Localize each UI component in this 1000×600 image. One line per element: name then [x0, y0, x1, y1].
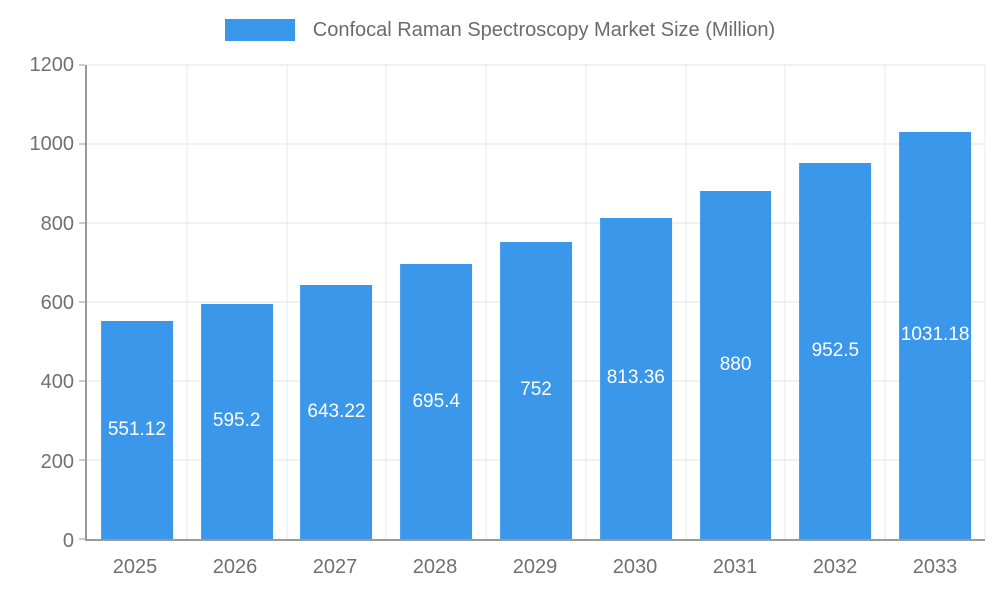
bar-slot: 695.4 [386, 65, 486, 539]
v-gridline [286, 65, 288, 539]
bar-2033[interactable]: 1031.18 [899, 131, 972, 539]
x-axis-label: 2031 [712, 556, 758, 578]
bar-slot: 813.36 [586, 65, 686, 539]
bar-2032[interactable]: 952.5 [799, 162, 872, 539]
x-axis-label: 2027 [312, 556, 358, 578]
bar-value-label: 551.12 [107, 419, 166, 441]
y-tick-label: 1000 [29, 133, 75, 156]
y-tick-mark [79, 143, 85, 145]
h-gridline [87, 222, 985, 224]
v-gridline [984, 65, 986, 539]
v-gridline [485, 65, 487, 539]
x-axis-label: 2030 [612, 556, 658, 578]
bar-2031[interactable]: 880 [699, 191, 772, 539]
chart-title: Confocal Raman Spectroscopy Market Size … [312, 18, 776, 41]
x-axis-label: 2032 [812, 556, 858, 578]
y-tick-label: 200 [40, 450, 74, 473]
v-gridline [784, 65, 786, 539]
bar-slot: 880 [686, 65, 786, 539]
y-tick-mark [79, 380, 85, 382]
h-gridline [87, 64, 985, 66]
bar-2025[interactable]: 551.12 [100, 321, 173, 539]
bar-slot: 595.2 [187, 65, 287, 539]
bar-2028[interactable]: 695.4 [400, 264, 473, 539]
v-gridline [385, 65, 387, 539]
bar-slot: 752 [486, 65, 586, 539]
bar-2030[interactable]: 813.36 [599, 217, 672, 539]
bar-slot: 952.5 [785, 65, 885, 539]
x-axis-label: 2028 [412, 556, 458, 578]
chart-legend[interactable]: Confocal Raman Spectroscopy Market Size … [0, 15, 1000, 45]
bar-value-label: 643.22 [307, 400, 366, 422]
plot-area: 551.12 595.2 643.22 695.4 752 813.36 880 952.5 1… [79, 64, 986, 541]
legend-swatch-icon [224, 19, 295, 41]
y-tick-mark [79, 459, 85, 461]
bar-value-label: 595.2 [212, 410, 261, 432]
x-axis-label: 2033 [912, 556, 958, 578]
y-tick-label: 0 [62, 530, 74, 552]
bars-container: 551.12 595.2 643.22 695.4 752 813.36 880 952.5 1… [87, 65, 985, 539]
bar-2027[interactable]: 643.22 [300, 284, 373, 539]
h-gridline [87, 143, 985, 145]
x-axis-label: 2026 [212, 556, 258, 578]
y-tick-label: 600 [40, 292, 74, 314]
y-tick-mark [79, 538, 85, 540]
bar-value-label: 813.36 [606, 367, 665, 389]
v-gridline [884, 65, 886, 539]
bar-slot: 643.22 [287, 65, 387, 539]
bar-2026[interactable]: 595.2 [200, 303, 273, 539]
y-tick-label: 800 [40, 212, 74, 235]
x-axis-label: 2029 [512, 556, 558, 578]
bar-2029[interactable]: 752 [500, 241, 572, 539]
bar-value-label: 752 [520, 379, 552, 401]
v-gridline [585, 65, 587, 539]
y-tick-mark [79, 301, 85, 303]
y-tick-label: 1200 [29, 54, 75, 76]
y-tick-label: 400 [40, 371, 74, 394]
bar-slot: 1031.18 [885, 65, 985, 539]
v-gridline [186, 65, 188, 539]
y-tick-mark [79, 222, 85, 224]
bar-value-label: 1031.18 [900, 324, 970, 346]
bar-value-label: 880 [719, 354, 752, 376]
bar-slot: 551.12 [87, 65, 187, 539]
v-gridline [685, 65, 687, 539]
y-axis: 0 200 400 600 800 1000 1200 [0, 55, 75, 551]
bar-value-label: 952.5 [811, 339, 860, 361]
y-tick-mark [79, 64, 85, 66]
bar-value-label: 695.4 [412, 390, 460, 412]
x-axis-label: 2025 [112, 556, 158, 578]
x-axis: 2025 2026 2027 2028 2029 2030 2031 2032 2033 [85, 556, 985, 586]
